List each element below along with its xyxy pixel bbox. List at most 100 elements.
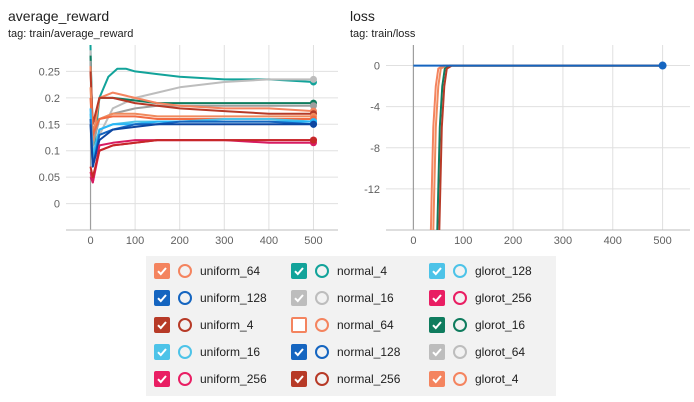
series-color-circle-icon <box>453 372 467 386</box>
legend-item-glorot_64[interactable]: glorot_64 <box>429 341 525 363</box>
reward-endpoint-normal_256 <box>309 136 317 144</box>
legend-item-label: normal_256 <box>337 372 401 386</box>
legend-item-uniform_16[interactable]: uniform_16 <box>154 341 260 363</box>
series-color-circle-icon <box>315 318 329 332</box>
legend-item-glorot_16[interactable]: glorot_16 <box>429 314 525 336</box>
reward-ytick-label: 0.25 <box>39 66 60 78</box>
reward-series-uniform_4 <box>89 71 314 126</box>
series-color-circle-icon <box>178 291 192 305</box>
checkbox-checked-icon[interactable] <box>154 371 170 387</box>
legend-item-label: normal_4 <box>337 264 388 278</box>
loss-ytick-label: -12 <box>364 184 380 196</box>
loss-panel: loss tag: train/loss 0 100 200 300 400 500 0 -4… <box>342 0 694 250</box>
legend-item-normal_64[interactable]: normal_64 <box>291 314 394 336</box>
series-color-circle-icon <box>178 345 192 359</box>
legend-item-label: uniform_256 <box>200 372 267 386</box>
legend-item-label: uniform_16 <box>200 345 261 359</box>
legend-item-label: normal_128 <box>337 345 401 359</box>
reward-grid <box>66 45 338 230</box>
reward-endpoint-normal_128 <box>309 120 317 128</box>
series-color-circle-icon <box>178 264 192 278</box>
reward-xtick-label: 200 <box>171 235 189 247</box>
checkbox-checked-icon[interactable] <box>291 263 307 279</box>
legend-item-label: uniform_64 <box>200 264 261 278</box>
legend-item-uniform_256[interactable]: uniform_256 <box>154 368 267 390</box>
reward-series-normal_64 <box>89 87 314 131</box>
legend-item-label: glorot_128 <box>475 264 532 278</box>
series-legend: uniform_64 uniform_128 uniform_4 uniform_16… <box>146 256 556 396</box>
checkbox-checked-icon[interactable] <box>429 317 445 333</box>
checkbox-unchecked-icon[interactable] <box>291 317 307 333</box>
reward-series-glorot_256 <box>89 139 314 184</box>
checkbox-checked-icon[interactable] <box>154 290 170 306</box>
legend-item-uniform_4[interactable]: uniform_4 <box>154 314 253 336</box>
checkbox-checked-icon[interactable] <box>429 263 445 279</box>
loss-ytick-label: -8 <box>370 143 380 155</box>
reward-chart[interactable]: 0 100 200 300 400 500 0 0.05 0.1 0.15 0.2 0.25 <box>0 0 340 250</box>
reward-series-uniform_64 <box>89 66 314 142</box>
legend-item-normal_16[interactable]: normal_16 <box>291 287 394 309</box>
series-color-circle-icon <box>315 345 329 359</box>
reward-tag: tag: train/average_reward <box>8 28 134 40</box>
loss-endpoint-marker <box>658 61 667 70</box>
legend-item-uniform_64[interactable]: uniform_64 <box>154 260 260 282</box>
reward-xtick-label: 0 <box>87 235 93 247</box>
checkbox-checked-icon[interactable] <box>291 371 307 387</box>
loss-ytick-label: 0 <box>374 61 380 73</box>
legend-item-label: glorot_4 <box>475 372 519 386</box>
reward-series-uniform_256 <box>89 139 314 184</box>
legend-item-normal_128[interactable]: normal_128 <box>291 341 400 363</box>
checkbox-checked-icon[interactable] <box>154 263 170 279</box>
loss-tag: tag: train/loss <box>350 28 416 40</box>
legend-item-normal_4[interactable]: normal_4 <box>291 260 387 282</box>
checkbox-checked-icon[interactable] <box>154 317 170 333</box>
reward-xtick-label: 400 <box>260 235 278 247</box>
series-color-circle-icon <box>178 318 192 332</box>
legend-item-label: uniform_4 <box>200 318 254 332</box>
reward-panel: average_reward tag: train/average_reward… <box>0 0 340 250</box>
checkbox-checked-icon[interactable] <box>291 290 307 306</box>
series-color-circle-icon <box>315 372 329 386</box>
checkbox-checked-icon[interactable] <box>429 371 445 387</box>
loss-xtick-label: 300 <box>554 235 572 247</box>
reward-endpoint-normal_16 <box>309 75 317 83</box>
reward-endpoint-glorot_64 <box>309 102 317 110</box>
checkbox-checked-icon[interactable] <box>291 344 307 360</box>
checkbox-checked-icon[interactable] <box>429 290 445 306</box>
series-color-circle-icon <box>315 291 329 305</box>
legend-item-glorot_128[interactable]: glorot_128 <box>429 260 532 282</box>
series-color-circle-icon <box>453 291 467 305</box>
loss-xtick-label: 200 <box>504 235 522 247</box>
reward-ytick-label: 0.2 <box>45 93 60 105</box>
legend-item-glorot_4[interactable]: glorot_4 <box>429 368 518 390</box>
checkbox-checked-icon[interactable] <box>429 344 445 360</box>
legend-item-label: glorot_16 <box>475 318 526 332</box>
loss-xtick-label: 400 <box>604 235 622 247</box>
reward-xtick-label: 100 <box>126 235 144 247</box>
reward-ytick-label: 0.15 <box>39 119 60 131</box>
legend-item-glorot_256[interactable]: glorot_256 <box>429 287 532 309</box>
reward-series-glorot_64 <box>89 60 314 147</box>
reward-series-normal_128 <box>89 123 314 168</box>
checkbox-checked-icon[interactable] <box>154 344 170 360</box>
legend-item-normal_256[interactable]: normal_256 <box>291 368 400 390</box>
reward-xtick-label: 300 <box>215 235 233 247</box>
legend-item-label: glorot_256 <box>475 291 532 305</box>
legend-item-label: glorot_64 <box>475 345 526 359</box>
loss-title: loss <box>350 8 375 24</box>
series-color-circle-icon <box>453 345 467 359</box>
reward-title: average_reward <box>8 8 110 24</box>
series-color-circle-icon <box>453 318 467 332</box>
loss-chart[interactable]: 0 100 200 300 400 500 0 -4 -8 -12 <box>342 0 694 250</box>
loss-xtick-label: 500 <box>653 235 671 247</box>
reward-ytick-label: 0.1 <box>45 146 60 158</box>
reward-series-normal_256 <box>89 139 314 179</box>
reward-xtick-label: 500 <box>304 235 322 247</box>
reward-ytick-label: 0.05 <box>39 172 60 184</box>
reward-series-uniform_16 <box>89 113 314 157</box>
legend-item-uniform_128[interactable]: uniform_128 <box>154 287 267 309</box>
loss-ytick-label: -4 <box>370 102 380 114</box>
loss-xtick-label: 0 <box>410 235 416 247</box>
series-color-circle-icon <box>315 264 329 278</box>
series-color-circle-icon <box>453 264 467 278</box>
